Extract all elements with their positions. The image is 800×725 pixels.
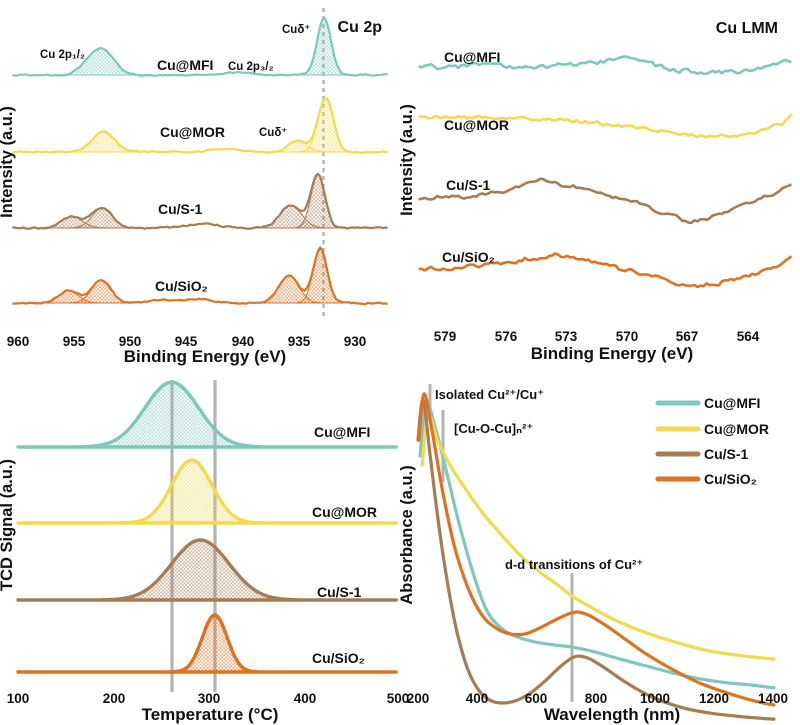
cu2p-ylabel: Intensity (a.u.) xyxy=(0,106,16,218)
tick-label: 930 xyxy=(344,334,367,349)
auger-line xyxy=(418,177,792,225)
tpd-peak xyxy=(16,458,398,525)
xps-component xyxy=(300,97,352,153)
annotation-cuocu: [Cu-O-Cu]ₙ²⁺ xyxy=(454,421,533,436)
xps-envelope xyxy=(12,172,388,230)
tick-label: 955 xyxy=(63,334,86,349)
uvvis-xlabel: Wavelength (nm) xyxy=(544,705,680,724)
curve-label-cu-sio2: Cu/SiO₂ xyxy=(155,278,208,294)
cu2p12-label: Cu 2p₁/₂ xyxy=(40,49,85,61)
xps-envelope xyxy=(12,17,388,77)
tick-label: 800 xyxy=(585,691,608,706)
curve-label-cu-mor: Cu@MOR xyxy=(312,504,377,520)
cu2p-title: Cu 2p xyxy=(338,19,383,36)
culmm-curves xyxy=(418,55,793,289)
cu2p32-label: Cu 2p₃/₂ xyxy=(228,61,274,73)
species-label-mfi: Cuδ⁺ xyxy=(282,24,310,36)
tick-label: 570 xyxy=(616,329,639,344)
curve-label-cu-sio2: Cu/SiO₂ xyxy=(312,650,365,666)
culmm-xlabel: Binding Energy (eV) xyxy=(531,344,693,363)
culmm-ylabel: Intensity (a.u.) xyxy=(398,104,416,216)
auger-line xyxy=(418,55,792,76)
legend-label-cu-mor: Cu@MOR xyxy=(704,421,769,437)
tick-label: 573 xyxy=(555,329,578,344)
uvvis-curve xyxy=(417,392,776,707)
tpd-peak xyxy=(16,613,398,674)
uvvis-curve xyxy=(418,399,776,690)
tick-label: 576 xyxy=(495,329,518,344)
xps-component xyxy=(65,131,141,153)
tick-label: 200 xyxy=(407,691,430,706)
tick-label: 400 xyxy=(294,691,317,706)
tick-label: 400 xyxy=(466,691,489,706)
curve-label-cu-mor: Cu@MOR xyxy=(160,124,225,140)
legend-label-cu-sio2: Cu/SiO₂ xyxy=(704,471,757,487)
curve-label-cu-mfi: Cu@MFI xyxy=(314,424,370,440)
tick-label: 100 xyxy=(7,691,30,706)
tpd-ylabel: TCD Signal (a.u.) xyxy=(0,459,16,591)
cu2p-xlabel: Binding Energy (eV) xyxy=(124,347,286,366)
legend-label-cu-s1: Cu/S-1 xyxy=(704,446,749,462)
auger-line xyxy=(418,113,793,139)
tick-label: 960 xyxy=(7,334,30,349)
tpd-peak xyxy=(16,538,398,602)
species-label-mor: Cuδ⁺ xyxy=(259,127,287,139)
panel-tpd: TCD Signal (a.u.) Temperature (°C) 100 2… xyxy=(0,380,409,724)
tick-label: 567 xyxy=(676,329,699,344)
xps-envelope xyxy=(12,246,388,306)
auger-line xyxy=(418,252,793,289)
uvvis-curve xyxy=(416,398,776,721)
tick-label: 579 xyxy=(434,329,457,344)
uvvis-curves xyxy=(416,392,776,721)
tick-label: 1200 xyxy=(699,691,729,706)
curve-label-cu-sio2: Cu/SiO₂ xyxy=(442,249,495,265)
culmm-title: Cu LMM xyxy=(716,20,778,37)
tpd-peak xyxy=(16,380,398,449)
tick-label: 564 xyxy=(737,329,760,344)
tick-label: 1400 xyxy=(758,691,788,706)
curve-label-cu-s1: Cu/S-1 xyxy=(317,584,362,600)
tpd-xlabel: Temperature (°C) xyxy=(142,705,279,724)
panel-culmm: Cu LMM Intensity (a.u.) Binding Energy (… xyxy=(398,20,793,363)
uvvis-ylabel: Absorbance (a.u.) xyxy=(398,465,416,604)
curve-label-cu-mfi: Cu@MFI xyxy=(157,57,213,73)
panel-cu2p: Cu 2p Intensity (a.u.) Binding Energy (e… xyxy=(0,8,388,366)
tick-label: 935 xyxy=(288,334,311,349)
tick-label: 945 xyxy=(175,334,198,349)
tick-label: 940 xyxy=(232,334,255,349)
tick-label: 300 xyxy=(198,691,221,706)
curve-label-cu-s1: Cu/S-1 xyxy=(446,177,491,193)
curve-label-cu-s1: Cu/S-1 xyxy=(158,201,203,217)
annotation-isolated-cu: Isolated Cu²⁺/Cu⁺ xyxy=(435,387,544,402)
curve-label-cu-mfi: Cu@MFI xyxy=(444,49,500,65)
tick-label: 200 xyxy=(103,691,126,706)
annotation-dd-transitions: d-d transitions of Cu²⁺ xyxy=(505,557,643,572)
legend-label-cu-mfi: Cu@MFI xyxy=(704,395,760,411)
cu2p-curves xyxy=(12,17,388,306)
tick-label: 600 xyxy=(525,691,548,706)
uvvis-curve xyxy=(420,414,776,661)
tick-label: 500 xyxy=(387,691,410,706)
curve-label-cu-mor: Cu@MOR xyxy=(444,117,509,133)
tick-label: 950 xyxy=(119,334,142,349)
xps-envelope xyxy=(12,97,388,154)
tick-label: 1000 xyxy=(640,691,670,706)
panel-uvvis: Absorbance (a.u.) Wavelength (nm) 200 40… xyxy=(398,384,788,724)
tpd-curves xyxy=(16,380,398,674)
